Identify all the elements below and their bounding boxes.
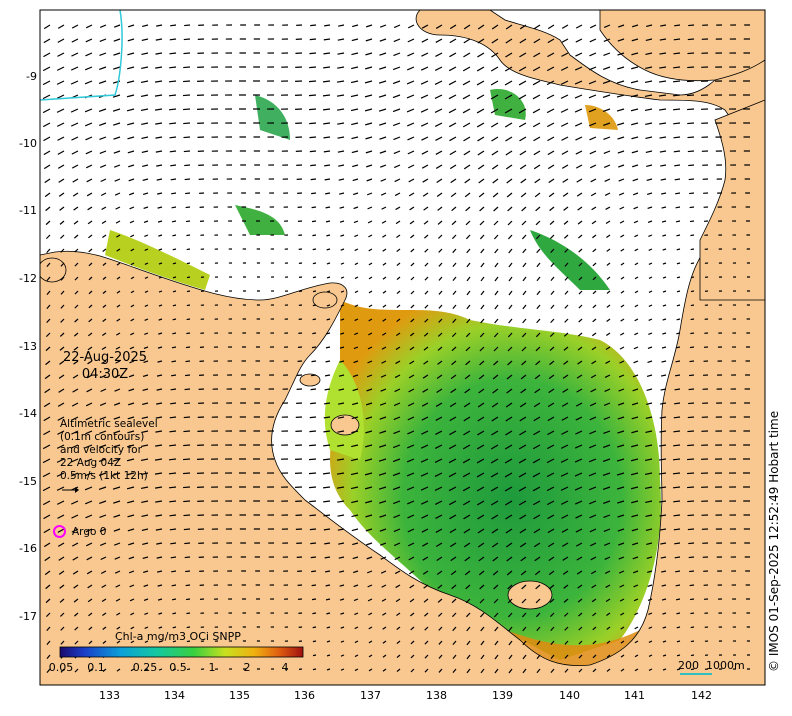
velocity-legend-line: 0.5m/s (1kt 12h) [60,470,148,482]
boundary-line [40,10,123,101]
island-mornington [507,580,553,610]
island-melville [40,257,67,283]
latitude-tick-label: -13 [19,340,37,353]
latitude-tick-label: -10 [19,137,37,150]
chlorophyll-patch [255,95,290,140]
island [330,414,360,436]
latitude-tick-label: -16 [19,542,37,555]
longitude-tick-label: 134 [164,689,185,702]
argo-label: Argo 0 [72,525,107,538]
colorbar [59,646,304,658]
scale-bar-label-text: 200 [678,659,699,672]
latitude-tick-label: -9 [26,70,37,83]
colorbar-tick-label: 0.1 [87,661,105,674]
latitude-tick-label: -14 [19,407,37,420]
colorbar-tick-label: 4 [281,661,289,674]
chlorophyll-patch [490,89,526,120]
scale-bar-label-text: 1000m [706,659,745,672]
latitude-tick-label: -11 [19,204,37,217]
velocity-scale-arrow-icon [62,487,79,493]
argo-float-icon [53,525,66,538]
date-label: 22-Aug-2025 04:30Z [60,349,150,383]
colorbar-tick-label: 0.05 [48,661,74,674]
island [312,291,338,309]
map-frame [39,9,766,686]
chlorophyll-patch [235,205,285,235]
longitude-tick-label: 140 [559,689,580,702]
velocity-legend-line: 22 Aug 04Z [60,457,122,469]
time-text: 04:30Z [81,367,129,382]
longitude-tick-label: 138 [426,689,447,702]
longitude-tick-label: 135 [229,689,250,702]
longitude-tick-label: 136 [294,689,315,702]
longitude-tick-label: 137 [360,689,381,702]
date-text: 22-Aug-2025 [62,350,148,365]
longitude-tick-label: 133 [99,689,120,702]
colorbar-title: Chl-a mg/m3 OCi SNPP [115,630,241,643]
latitude-tick-label: -15 [19,475,37,488]
copyright: © IMOS 01-Sep-2025 12:52:49 Hobart time [767,410,781,672]
colorbar-tick-label: 0.5 [169,661,187,674]
chlorophyll-patch [530,230,610,290]
colorbar-tick-label: 0.25 [132,661,158,674]
longitude-tick-label: 142 [691,689,712,702]
land-cape-york [699,99,765,301]
scale-bar [680,673,712,675]
chlorophyll-western-patch [324,360,364,460]
land-australia [40,10,765,685]
island-groote [299,373,321,387]
velocity-legend-line: Altimetric sealevel [60,418,158,430]
latitude-tick-label: -17 [19,610,37,623]
argo-legend: Argo 0 [53,525,106,538]
velocity-arrows [42,24,751,674]
velocity-legend-line: (0.1m contours) [60,431,145,443]
longitude-tick-label: 141 [624,689,645,702]
velocity-legend-line: and velocity for [60,444,142,456]
colorbar-tick-label: 1 [208,661,216,674]
land-new-guinea [599,10,765,82]
scale-bar-label: 200 1000m [678,659,745,672]
latitude-tick-label: -12 [19,272,37,285]
velocity-legend: Altimetric sealevel (0.1m contours) and … [60,418,158,498]
longitude-tick-label: 139 [492,689,513,702]
chlorophyll-north-coast [105,230,210,290]
colorbar-tick-label: 2 [243,661,251,674]
